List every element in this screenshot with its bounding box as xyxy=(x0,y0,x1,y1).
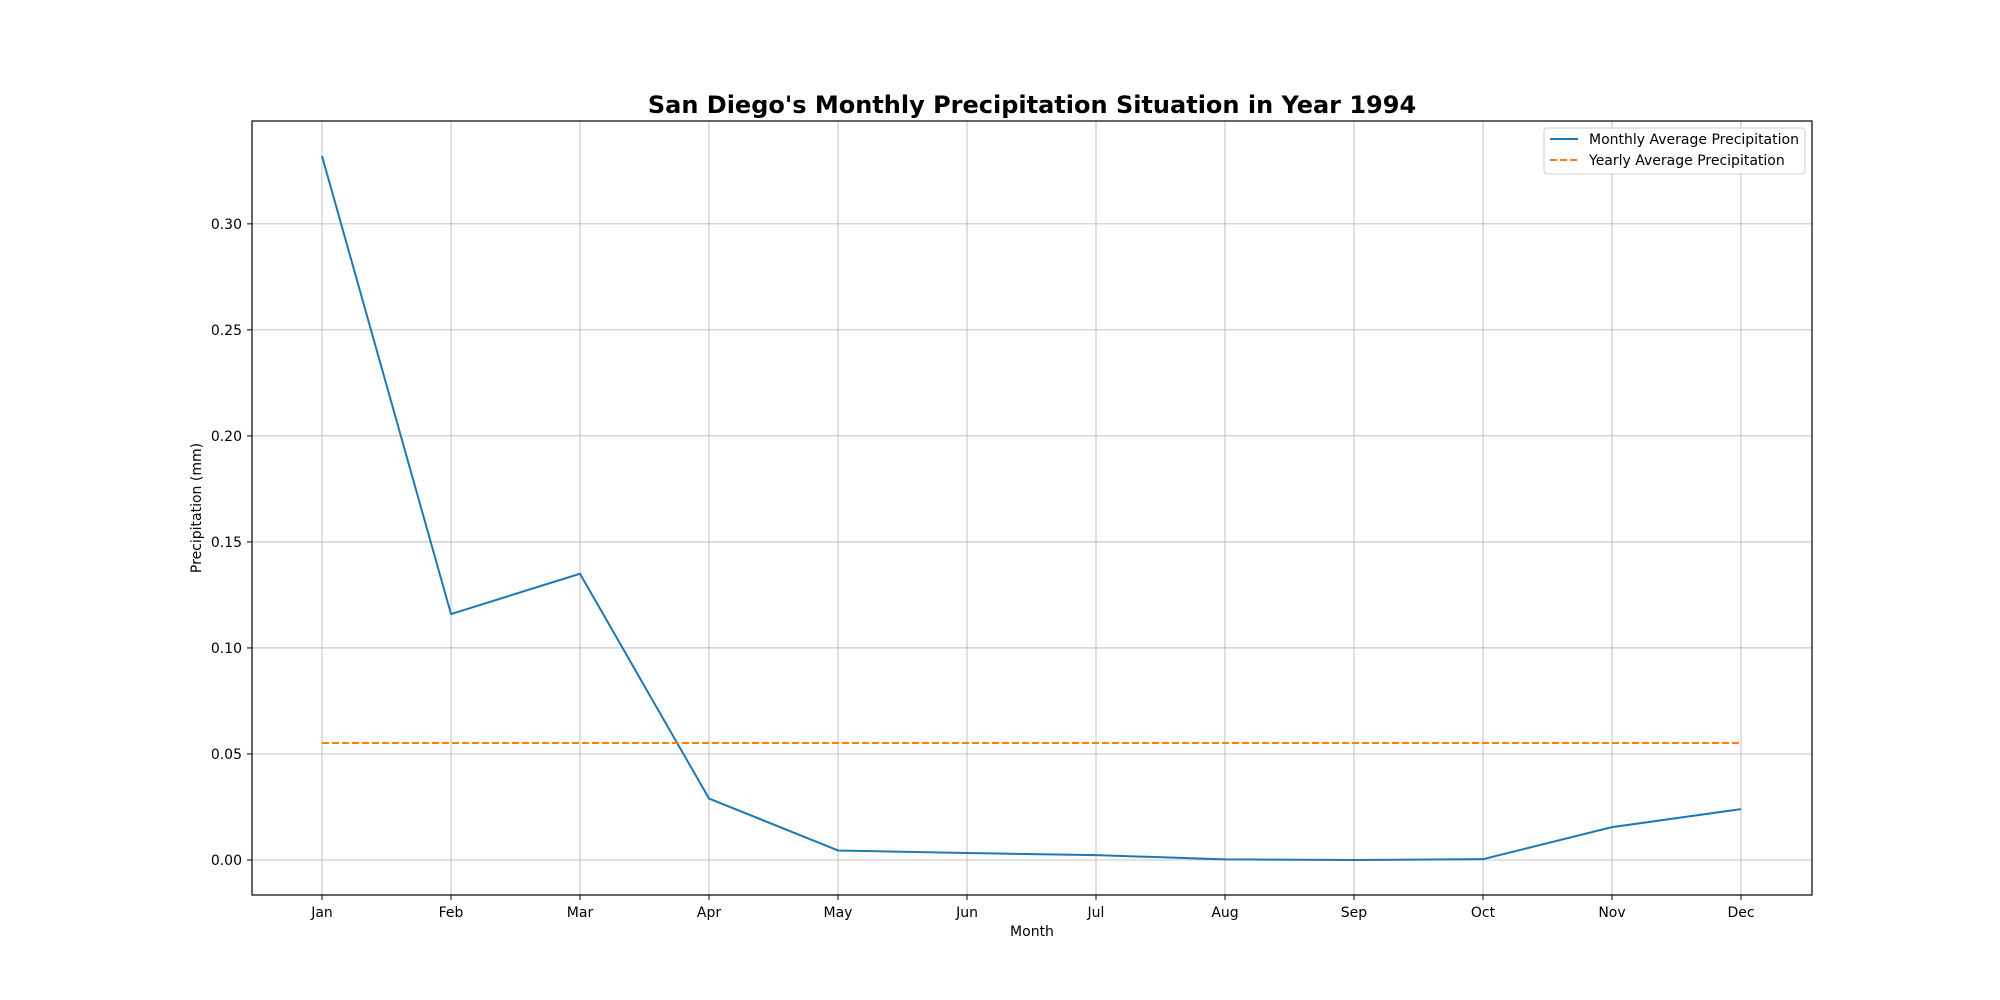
legend: Monthly Average Precipitation Yearly Ave… xyxy=(1543,127,1806,175)
x-tick-label: Nov xyxy=(1598,905,1625,921)
y-tick-label: 0.30 xyxy=(211,217,242,233)
legend-box xyxy=(1543,127,1806,175)
legend-label-yearly: Yearly Average Precipitation xyxy=(1588,153,1785,169)
series-layer xyxy=(321,155,1742,862)
y-ticks: 0.00 0.05 0.10 0.15 0.20 0.25 0.30 xyxy=(211,217,252,869)
x-tick-label: Feb xyxy=(439,905,464,921)
monthly-average-line xyxy=(321,155,1742,862)
x-tick-label: Apr xyxy=(697,905,721,921)
y-axis-label: Precipitation (mm) xyxy=(189,443,205,573)
x-tick-label: Jun xyxy=(955,905,978,921)
x-tick-label: Dec xyxy=(1727,905,1754,921)
y-tick-label: 0.10 xyxy=(211,641,242,657)
x-ticks: Jan Feb Mar Apr May Jun Jul Aug Sep Oct Nov Dec xyxy=(310,895,1755,921)
x-tick-label: Oct xyxy=(1471,905,1496,921)
x-tick-label: Jul xyxy=(1087,905,1105,921)
grid-layer xyxy=(252,121,1812,895)
x-tick-label: Sep xyxy=(1341,905,1368,921)
x-tick-label: Mar xyxy=(567,905,594,921)
x-axis-label: Month xyxy=(1010,924,1054,940)
legend-label-monthly: Monthly Average Precipitation xyxy=(1589,132,1799,148)
y-tick-label: 0.00 xyxy=(211,853,242,869)
y-tick-label: 0.25 xyxy=(211,323,242,339)
chart-title: San Diego's Monthly Precipitation Situat… xyxy=(648,91,1416,119)
y-tick-label: 0.05 xyxy=(211,747,242,763)
plot-frame xyxy=(251,120,1813,896)
x-tick-label: Aug xyxy=(1211,905,1238,921)
x-tick-label: Jan xyxy=(310,905,333,921)
y-tick-label: 0.20 xyxy=(211,429,242,445)
x-tick-label: May xyxy=(824,905,853,921)
y-tick-label: 0.15 xyxy=(211,535,242,551)
